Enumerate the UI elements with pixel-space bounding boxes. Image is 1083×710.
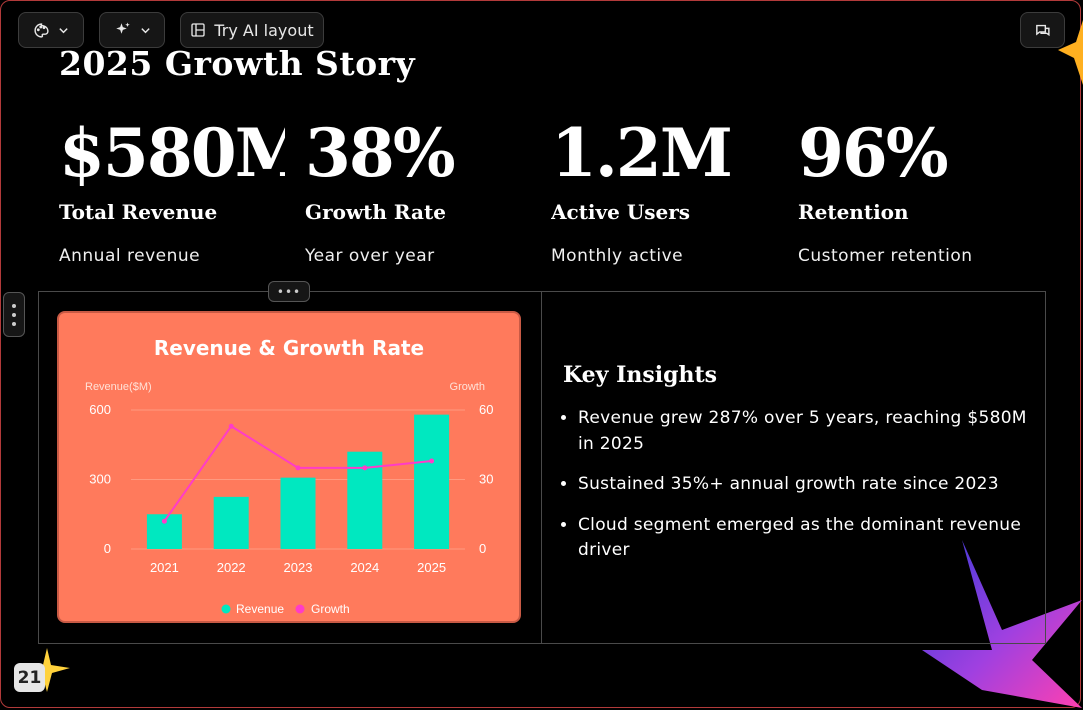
stat-value: 38% xyxy=(305,114,456,192)
more-horizontal-icon: ••• xyxy=(276,284,302,299)
layout-icon xyxy=(190,22,206,38)
legend-revenue-label: Revenue xyxy=(236,602,284,616)
revenue-bar xyxy=(213,496,249,549)
chart-title: Revenue & Growth Rate xyxy=(154,336,424,360)
theme-button[interactable] xyxy=(18,12,84,48)
stat-label: Total Revenue xyxy=(59,200,218,224)
stat-retention: 96% Retention Customer retention xyxy=(798,110,1024,266)
revenue-growth-chart: Revenue & Growth Rate Revenue($M) Growth 0 3… xyxy=(85,336,493,616)
stat-description: Customer retention xyxy=(798,246,973,266)
legend-growth-label: Growth xyxy=(311,602,350,616)
y-tick-label: 600 xyxy=(89,402,111,417)
column-divider[interactable] xyxy=(541,292,542,643)
insights-list: Revenue grew 287% over 5 years, reaching… xyxy=(563,406,1033,564)
page-number: 21 xyxy=(14,663,45,692)
decorative-star-bottom-right xyxy=(922,540,1082,708)
sparkles-icon xyxy=(114,21,132,39)
growth-point xyxy=(228,423,234,429)
chart-card[interactable]: Revenue & Growth Rate Revenue($M) Growth 0 3… xyxy=(57,311,521,623)
insights-heading: Key Insights xyxy=(563,362,718,388)
more-vertical-icon xyxy=(12,303,16,326)
stat-description: Annual revenue xyxy=(59,246,201,266)
stat-value: 1.2M xyxy=(551,114,733,192)
stat-label: Retention xyxy=(798,200,909,224)
content-container[interactable] xyxy=(38,291,1046,644)
growth-point xyxy=(362,465,368,471)
stat-description: Year over year xyxy=(305,246,435,266)
decorative-star-top-right xyxy=(1058,20,1083,85)
comment-button[interactable] xyxy=(1020,12,1065,48)
growth-point xyxy=(295,465,301,471)
x-tick-label: 2021 xyxy=(150,560,179,575)
y2-tick-label: 30 xyxy=(479,472,493,487)
stat-growth-rate: 38% Growth Rate Year over year xyxy=(305,110,531,266)
y-tick-label: 0 xyxy=(104,541,111,556)
y2-tick-label: 60 xyxy=(479,402,493,417)
legend-growth-marker xyxy=(295,604,305,614)
stat-label: Growth Rate xyxy=(305,200,446,224)
chevron-down-icon xyxy=(58,25,69,36)
x-tick-label: 2023 xyxy=(284,560,313,575)
growth-point xyxy=(161,518,167,524)
key-insights: Key Insights Revenue grew 287% over 5 ye… xyxy=(563,362,1033,579)
ai-assist-button[interactable] xyxy=(99,12,165,48)
chevron-down-icon xyxy=(140,25,151,36)
insight-item: Cloud segment emerged as the dominant re… xyxy=(578,513,1033,564)
revenue-bar xyxy=(414,414,450,549)
growth-point xyxy=(429,458,435,464)
y2-tick-label: 0 xyxy=(479,541,486,556)
insight-item: Revenue grew 287% over 5 years, reaching… xyxy=(578,406,1033,457)
decorative-star-bottom-left xyxy=(24,648,70,692)
x-tick-label: 2022 xyxy=(217,560,246,575)
stat-value: $580M xyxy=(59,114,285,192)
stat-total-revenue: $580M Total Revenue Annual revenue xyxy=(59,110,285,266)
y-tick-label: 300 xyxy=(89,472,111,487)
revenue-bar xyxy=(280,477,316,549)
stat-active-users: 1.2M Active Users Monthly active xyxy=(551,110,777,266)
drag-handle-vertical[interactable] xyxy=(3,292,25,337)
slide-title: 2025 Growth Story xyxy=(59,44,416,83)
x-tick-label: 2024 xyxy=(350,560,379,575)
try-ai-layout-button[interactable]: Try AI layout xyxy=(180,12,324,48)
stat-value: 96% xyxy=(798,114,949,192)
drag-handle-horizontal[interactable]: ••• xyxy=(268,281,310,302)
y-axis-label: Revenue($M) xyxy=(85,381,152,393)
y2-axis-label: Growth xyxy=(450,381,485,393)
x-tick-label: 2025 xyxy=(417,560,446,575)
stat-description: Monthly active xyxy=(551,246,684,266)
stat-label: Active Users xyxy=(551,200,691,224)
insight-item: Sustained 35%+ annual growth rate since … xyxy=(578,472,1033,498)
try-ai-layout-label: Try AI layout xyxy=(214,20,314,40)
palette-icon xyxy=(33,22,50,39)
legend-revenue-marker xyxy=(221,604,231,614)
comment-icon xyxy=(1034,22,1051,39)
